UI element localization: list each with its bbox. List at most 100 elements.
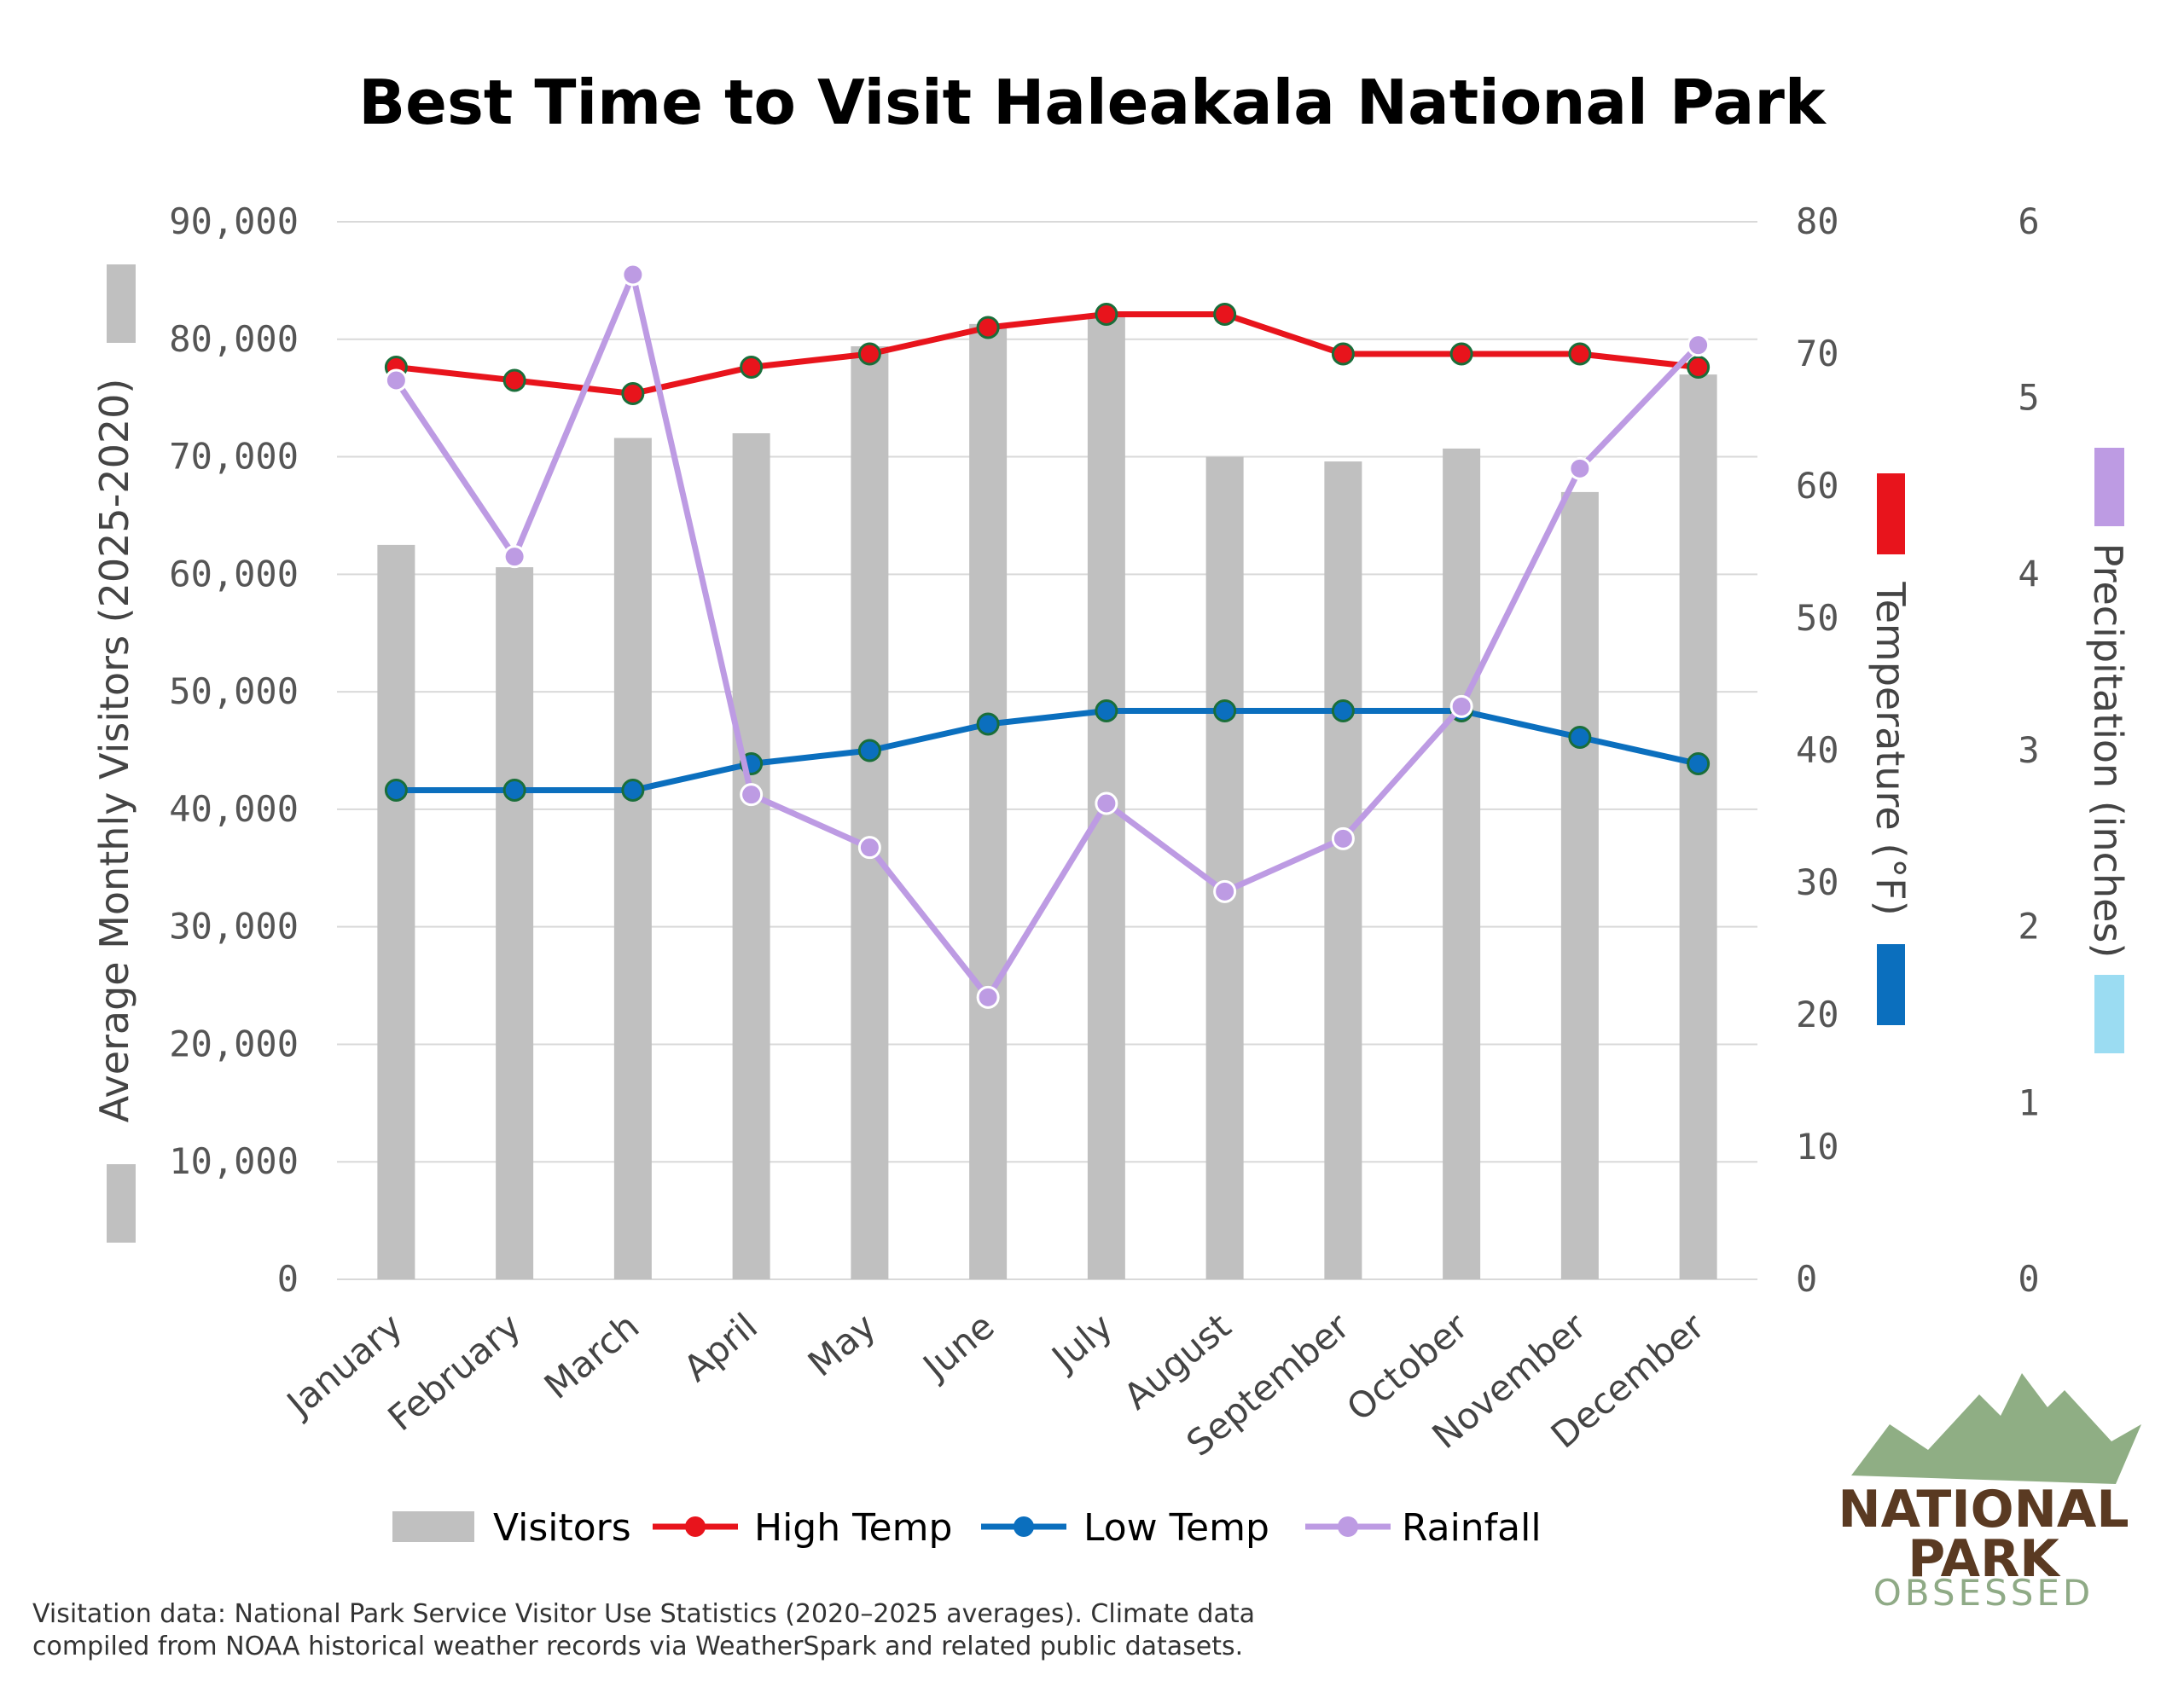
high-temp-axis-swatch	[1877, 473, 1905, 554]
rainfall-point	[1449, 694, 1473, 718]
source-line-1: Visitation data: National Park Service V…	[32, 1599, 1255, 1629]
legend-rainfall-label: Rainfall	[1402, 1506, 1542, 1550]
low-temp-point	[621, 779, 645, 802]
precipitation-tick-label: 6	[2018, 200, 2039, 242]
low-temp-point	[1687, 752, 1711, 775]
high-temp-point	[1095, 303, 1118, 326]
logo-line-2: PARK	[1908, 1529, 2061, 1589]
rainfall-point	[1331, 826, 1355, 850]
left-tick-label: 40,000	[169, 788, 299, 830]
rainfall-point	[1095, 791, 1118, 815]
temperature-tick-label: 30	[1796, 861, 1839, 903]
legend-rainfall-marker	[1338, 1516, 1358, 1537]
low-temp-point	[384, 779, 408, 802]
rainfall-point	[976, 985, 1000, 1009]
visitor-bar	[1324, 461, 1362, 1279]
low-temp-point	[1331, 699, 1355, 722]
logo-line-3: OBSESSED	[1873, 1572, 2094, 1614]
source-note: Visitation data: National Park Service V…	[32, 1599, 1255, 1661]
precipitation-tick-label: 5	[2018, 377, 2039, 419]
axis-titles: Average Monthly Visitors (2025-2020) Temp…	[91, 264, 2131, 1243]
logo-line-1: NATIONAL	[1838, 1480, 2129, 1539]
temperature-tick-label: 80	[1796, 200, 1839, 242]
visitor-bar	[1205, 456, 1244, 1279]
temperature-axis-ticks: 0 10 20 30 40 50 60 70 80	[1796, 200, 1839, 1300]
high-temp-point	[857, 342, 881, 366]
rainfall-axis-swatch	[2094, 448, 2124, 526]
temperature-tick-label: 20	[1796, 994, 1839, 1035]
mountain-icon	[1851, 1373, 2141, 1484]
visitor-bar	[1443, 448, 1481, 1279]
legend-visitors-swatch	[392, 1511, 474, 1542]
high-temp-point	[740, 356, 764, 379]
precipitation-axis-title: Precipitation (inches)	[2085, 543, 2131, 959]
left-tick-label: 0	[277, 1258, 299, 1300]
x-tick-label: June	[914, 1305, 1002, 1388]
high-temp-point	[976, 316, 1000, 339]
rainfall-point	[502, 545, 526, 569]
left-tick-label: 90,000	[169, 200, 299, 242]
left-tick-label: 20,000	[169, 1023, 299, 1064]
rainfall-point	[857, 836, 881, 860]
legend-low-temp-label: Low Temp	[1083, 1506, 1269, 1550]
left-tick-label: 70,000	[169, 436, 299, 478]
visitor-bar	[377, 544, 415, 1279]
visitor-bar	[732, 433, 770, 1279]
rainfall-line	[393, 271, 1701, 1000]
legend: Visitors High Temp Low Temp Rainfall	[392, 1506, 1542, 1550]
visitor-bar	[1560, 491, 1599, 1279]
precipitation-tick-label: 3	[2018, 729, 2039, 771]
visitor-bar	[613, 438, 652, 1279]
left-tick-label: 50,000	[169, 670, 299, 712]
left-tick-label: 10,000	[169, 1140, 299, 1182]
low-temp-point	[502, 779, 526, 802]
high-temp-point	[1568, 342, 1592, 366]
high-temp-point	[1331, 342, 1355, 366]
gridlines	[337, 221, 1757, 1280]
visitor-bar	[496, 567, 534, 1279]
precipitation-tick-label: 4	[2018, 553, 2039, 594]
rainfall-axis-swatch-light	[2094, 975, 2124, 1053]
temperature-tick-label: 0	[1796, 1258, 1817, 1300]
high-temp-point	[1449, 342, 1473, 366]
legend-high-temp-label: High Temp	[754, 1506, 952, 1550]
rainfall-point	[384, 368, 408, 392]
visitors-axis-swatch	[107, 1164, 136, 1243]
left-axis-ticks: 0 10,000 20,000 30,000 40,000 50,000 60,000 70,…	[169, 200, 299, 1300]
rainfall-point	[1568, 456, 1592, 480]
chart-title: Best Time to Visit Haleakala National Pa…	[358, 67, 1827, 138]
left-tick-label: 30,000	[169, 906, 299, 948]
temperature-tick-label: 10	[1796, 1126, 1839, 1168]
temperature-tick-label: 60	[1796, 465, 1839, 507]
rainfall-point	[1687, 333, 1711, 357]
high-temp-point	[1687, 356, 1711, 379]
left-axis-title: Average Monthly Visitors (2025-2020)	[91, 379, 137, 1123]
low-temp-line	[396, 708, 1699, 793]
legend-visitors-label: Visitors	[493, 1506, 631, 1550]
low-temp-point	[1213, 699, 1237, 722]
temperature-tick-label: 70	[1796, 333, 1839, 374]
temperature-axis-title: Temperature (°F)	[1867, 581, 1914, 915]
visitor-bars	[377, 314, 1717, 1280]
low-temp-point	[1095, 699, 1118, 722]
left-tick-label: 60,000	[169, 553, 299, 594]
visitor-bar	[1679, 374, 1717, 1280]
source-line-2: compiled from NOAA historical weather re…	[32, 1632, 1243, 1661]
x-tick-label: May	[800, 1305, 884, 1384]
visitor-bar	[969, 323, 1008, 1279]
precipitation-tick-label: 2	[2018, 906, 2039, 948]
high-temp-line	[395, 311, 1699, 397]
left-tick-label: 80,000	[169, 318, 299, 360]
rainfall-point	[740, 783, 764, 807]
high-temp-point	[1213, 303, 1237, 326]
high-temp-point	[621, 382, 645, 405]
national-park-obsessed-logo: NATIONAL PARK OBSESSED	[1838, 1373, 2141, 1614]
high-temp-point	[502, 368, 526, 392]
x-tick-label: April	[676, 1305, 765, 1389]
low-temp-axis-swatch	[1877, 944, 1905, 1025]
rainfall-point	[621, 263, 645, 287]
low-temp-point	[857, 739, 881, 762]
temperature-tick-label: 40	[1796, 729, 1839, 771]
